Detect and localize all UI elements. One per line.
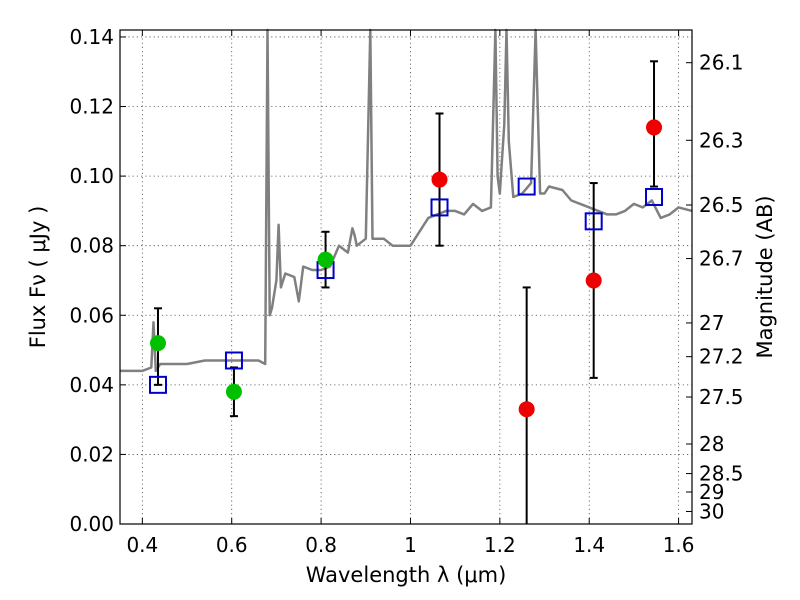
y2-tick-label: 28.5 — [699, 462, 744, 486]
x-tick-label: 1.4 — [573, 533, 605, 557]
y2-tick-label: 30 — [699, 499, 724, 523]
y2-tick-label: 26.5 — [699, 193, 744, 217]
model-flux-layer — [148, 177, 664, 394]
y-tick-label: 0.12 — [69, 95, 114, 119]
observed-flux-point — [646, 119, 663, 136]
model-flux-square — [645, 187, 664, 206]
y2-tick-label: 26.3 — [699, 128, 744, 152]
y2-tick-label: 29 — [699, 480, 724, 504]
y2-tick-label: 27.5 — [699, 385, 744, 409]
x-tick-label: 0.6 — [216, 533, 248, 557]
y2-tick-label: 27.2 — [699, 345, 744, 369]
y-axis-label: Flux Fν ( μJy ) — [26, 206, 50, 349]
observed-flux-point — [431, 171, 448, 188]
x-tick-label: 1 — [404, 533, 417, 557]
model-flux-square — [584, 212, 603, 231]
grid-lines — [120, 30, 692, 525]
x-tick-label: 0.8 — [305, 533, 337, 557]
model-flux-square — [517, 177, 536, 196]
y-tick-label: 0.02 — [69, 442, 114, 466]
x-axis-label: Wavelength λ (μm) — [306, 563, 507, 587]
y-tick-label: 0.06 — [69, 303, 114, 327]
y-tick-label: 0.08 — [69, 234, 114, 258]
x-tick-label: 0.4 — [126, 533, 158, 557]
observed-flux-point — [585, 272, 602, 289]
x-tick-label: 1.2 — [484, 533, 516, 557]
y2-axis-label: Magnitude (AB) — [753, 195, 777, 358]
y2-tick-label: 27 — [699, 311, 724, 335]
observed-flux-point — [317, 251, 334, 268]
observed-flux-point — [149, 335, 166, 352]
y2-tick-label: 26.7 — [699, 247, 744, 271]
x-tick-label: 1.6 — [663, 533, 695, 557]
y2-tick-label: 26.1 — [699, 51, 744, 75]
y2-tick-label: 28 — [699, 432, 724, 456]
observed-flux-layer — [149, 119, 663, 418]
y-tick-label: 0.10 — [69, 164, 114, 188]
model-flux-square — [430, 198, 449, 217]
observed-flux-point — [518, 401, 535, 418]
model-flux-square — [148, 375, 167, 394]
y-tick-label: 0.04 — [69, 373, 114, 397]
template-spectrum-line — [120, 28, 693, 373]
y-tick-label: 0.00 — [69, 512, 114, 536]
y-tick-label: 0.14 — [69, 25, 114, 49]
x-ticks: 0.4 0.6 0.8 1 1.2 1.4 1.6 — [126, 30, 695, 557]
observed-flux-point — [225, 383, 242, 400]
model-flux-square — [224, 351, 243, 370]
spectrum-layer — [120, 28, 693, 373]
plot-frame — [119, 29, 693, 525]
y-ticks: 0.00 0.02 0.04 0.06 0.08 0.10 0.12 0.14 — [69, 25, 126, 536]
